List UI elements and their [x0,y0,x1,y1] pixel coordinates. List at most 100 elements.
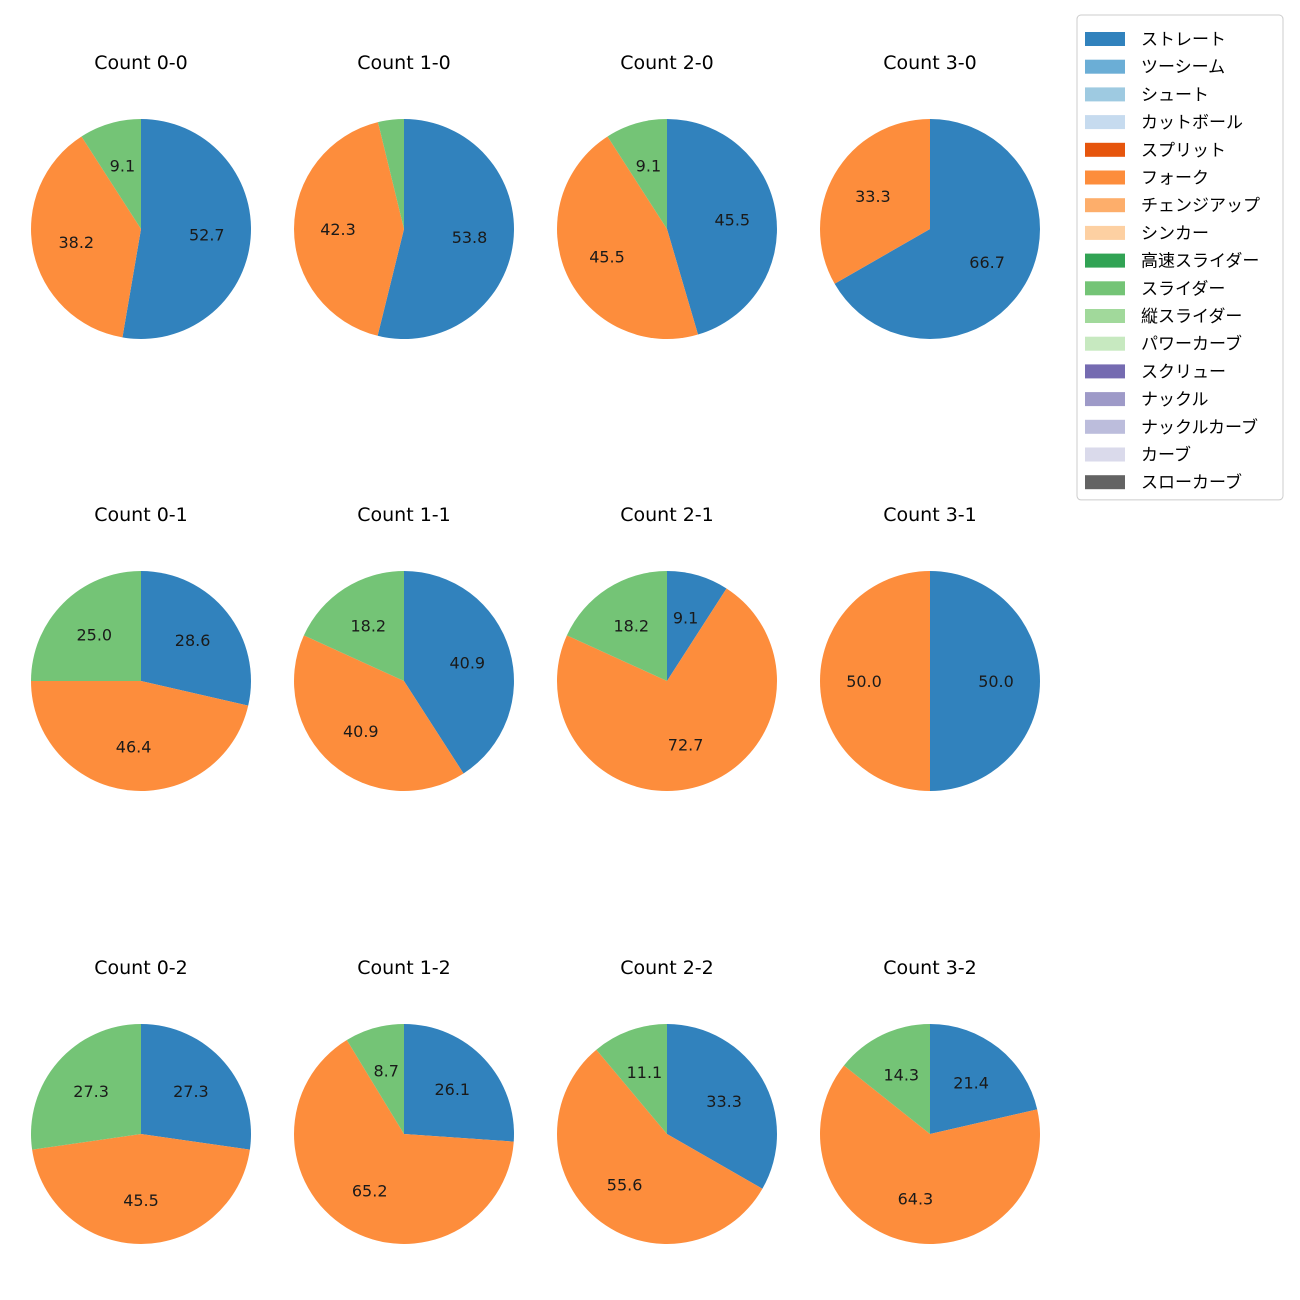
legend-item: フォーク [1085,169,1209,189]
legend-item: スプリット [1085,141,1226,161]
pie-title: Count 1-0 [357,52,451,74]
pie-slice [141,1024,251,1150]
slice-label: 18.2 [613,617,649,636]
pie-slice [31,571,141,681]
pie-slice [294,635,464,791]
pie-slice [566,571,667,681]
legend-label: パワーカーブ [1141,334,1242,355]
legend-item: 高速スライダー [1085,252,1259,272]
legend-label: シンカー [1141,224,1209,244]
pie-chart: Count 3-2 21.4 64.3 14.3 [820,957,1041,1244]
slice-label: 55.6 [607,1176,643,1195]
legend-swatch [1085,225,1125,240]
pie-slice [303,571,404,681]
slice-label: 33.3 [706,1092,742,1111]
pie-chart: Count 3-1 50.0 50.0 [820,504,1040,791]
legend-item: スライダー [1085,279,1225,299]
legend-swatch [1085,142,1125,157]
pie-chart: Count 2-1 9.1 72.7 18.2 [556,504,777,792]
pie-chart: Count 0-1 28.6 46.4 25.0 [30,504,252,792]
pie-slice [820,571,930,791]
pie-chart: Count 1-0 53.8 42.3 [294,52,514,339]
legend-item: スローカーブ [1085,472,1242,493]
pie-slice [294,122,404,336]
pie-chart: Count 3-0 66.7 33.3 [819,52,1040,339]
legend-swatch [1085,419,1125,434]
legend-swatch [1085,59,1125,74]
pie-slice [31,136,141,338]
pie-slice [557,1049,763,1245]
slice-label: 38.2 [58,233,94,252]
slice-label: 27.3 [173,1082,209,1101]
pie-slice [31,1024,142,1150]
slice-label: 9.1 [110,157,135,176]
legend-label: シュート [1141,85,1209,105]
slice-label: 52.7 [189,226,225,245]
legend-frame [1076,14,1284,501]
pie-title: Count 1-2 [357,957,451,979]
slice-label: 66.7 [969,253,1005,272]
pie-chart: Count 2-2 33.3 55.6 11.1 [557,957,778,1245]
legend-item: パワーカーブ [1085,334,1242,355]
legend-label: カットボール [1141,113,1243,133]
legend-label: チェンジアップ [1141,196,1260,216]
legend-label: 縦スライダー [1141,307,1242,327]
legend: ストレートツーシームシュートカットボールスプリットフォークチェンジアップシンカー… [1076,14,1284,501]
slice-label: 28.6 [175,631,211,650]
legend-item: スクリュー [1085,362,1226,382]
slice-label: 18.2 [350,617,386,636]
slice-label: 33.3 [855,187,891,206]
pie-slice [667,119,777,335]
pie-title: Count 0-1 [94,504,188,526]
pie-slice [122,119,252,340]
pie-slice [377,119,404,229]
legend-swatch [1085,87,1125,102]
pie-title: Count 0-2 [94,957,188,979]
legend-swatch [1085,309,1125,323]
pie-slice [667,571,727,681]
legend-swatch [1085,336,1125,351]
legend-item: カーブ [1085,445,1191,466]
legend-item: 縦スライダー [1085,307,1242,327]
legend-swatch [1085,364,1125,379]
pie-chart: Count 0-0 52.7 38.2 9.1 [31,52,252,340]
legend-label: スクリュー [1141,362,1226,382]
pie-chart: Count 0-2 27.3 45.5 27.3 [31,957,251,1244]
legend-item: シュート [1085,85,1209,105]
pie-chart: Count 2-0 45.5 45.5 9.1 [557,52,777,339]
legend-swatch [1085,170,1125,185]
pie-title: Count 0-0 [94,52,188,74]
pie-slice [30,681,249,792]
pie-slice [667,1024,778,1189]
slice-label: 53.8 [452,228,488,247]
pie-slice [81,119,141,229]
pie-slice [930,571,1040,791]
slice-label: 14.3 [883,1066,919,1085]
slice-label: 45.5 [123,1191,159,1210]
slice-label: 50.0 [978,672,1014,691]
legend-label: ツーシーム [1141,58,1225,78]
slice-label: 45.5 [589,247,625,266]
legend-label: スプリット [1141,141,1226,161]
legend-label: フォーク [1141,169,1209,189]
slice-label: 46.4 [116,738,152,757]
pie-chart: Count 1-1 40.9 40.9 18.2 [294,504,514,791]
pie-title: Count 2-0 [620,52,714,74]
legend-swatch [1085,115,1125,130]
slice-label: 11.1 [627,1063,663,1082]
legend-item: ストレート [1085,30,1226,50]
slice-label: 42.3 [320,220,356,239]
legend-label: 高速スライダー [1141,252,1259,272]
legend-swatch [1085,198,1125,213]
pie-chart: Count 1-2 26.1 65.2 8.7 [294,957,515,1244]
pie-slice [820,1065,1041,1244]
pie-slice [596,1024,667,1134]
legend-swatch [1085,475,1125,490]
pie-title: Count 3-1 [883,504,977,526]
slice-label: 45.5 [714,211,750,230]
pie-slice [834,119,1040,339]
slice-label: 26.1 [434,1080,470,1099]
legend-label: ナックルカーブ [1141,417,1258,438]
